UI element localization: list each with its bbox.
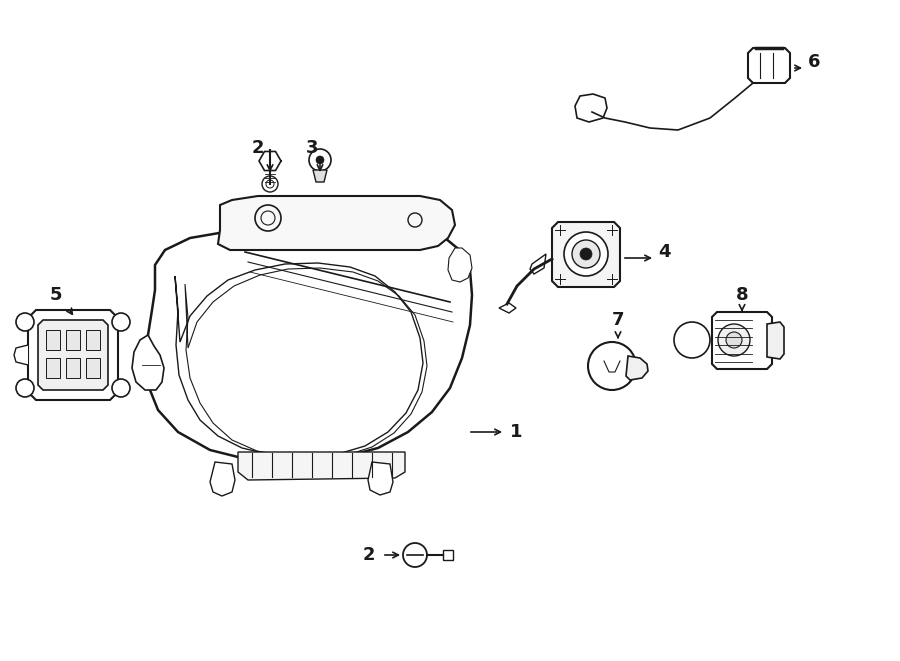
Text: 8: 8	[735, 286, 748, 304]
Text: 1: 1	[510, 423, 523, 441]
Bar	[86, 330, 100, 350]
Circle shape	[403, 543, 427, 567]
Polygon shape	[210, 462, 235, 496]
Text: 2: 2	[252, 139, 265, 157]
Circle shape	[718, 324, 750, 356]
Polygon shape	[368, 462, 393, 495]
Polygon shape	[499, 303, 516, 313]
Polygon shape	[530, 254, 546, 274]
Circle shape	[572, 240, 600, 268]
Polygon shape	[448, 248, 472, 282]
Polygon shape	[767, 322, 784, 359]
Polygon shape	[712, 312, 772, 369]
Polygon shape	[38, 320, 108, 390]
Circle shape	[564, 232, 608, 276]
Polygon shape	[238, 452, 405, 480]
Polygon shape	[132, 335, 164, 390]
Circle shape	[726, 332, 742, 348]
Polygon shape	[575, 94, 607, 122]
Text: 3: 3	[306, 139, 319, 157]
Text: 2: 2	[363, 546, 375, 564]
Text: 4: 4	[658, 243, 670, 261]
Bar	[46, 358, 60, 378]
Text: 7: 7	[612, 311, 625, 329]
Circle shape	[580, 248, 592, 260]
Text: 6: 6	[808, 53, 821, 71]
Circle shape	[16, 379, 34, 397]
Polygon shape	[218, 196, 455, 250]
Polygon shape	[14, 345, 28, 365]
Circle shape	[112, 379, 130, 397]
Circle shape	[316, 156, 324, 164]
Bar	[46, 330, 60, 350]
Bar	[86, 358, 100, 378]
Polygon shape	[313, 170, 327, 182]
Polygon shape	[748, 48, 790, 83]
Circle shape	[674, 322, 710, 358]
Bar	[66, 358, 80, 378]
Polygon shape	[145, 230, 472, 463]
Polygon shape	[626, 356, 648, 380]
Polygon shape	[28, 310, 118, 400]
Circle shape	[112, 313, 130, 331]
Circle shape	[16, 313, 34, 331]
Polygon shape	[552, 222, 620, 287]
Text: 5: 5	[50, 286, 62, 304]
Bar	[66, 330, 80, 350]
Polygon shape	[443, 550, 453, 560]
Circle shape	[588, 342, 636, 390]
